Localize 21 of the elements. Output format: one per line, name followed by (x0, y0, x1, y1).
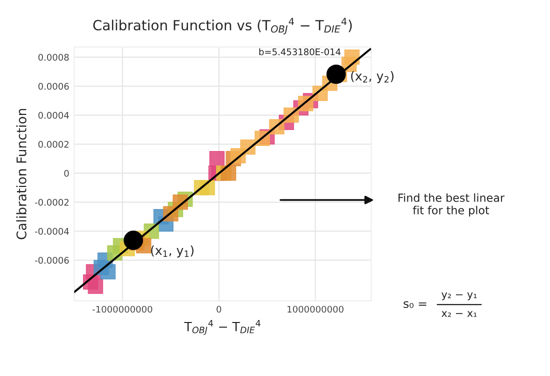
x-tick-label: 0 (216, 306, 222, 313)
y-axis-title: Calibration Function (16, 108, 26, 240)
text: x₂ − x₁ (442, 311, 477, 317)
text: s₀ = (404, 301, 426, 308)
y-tick-label: -0.0004 (34, 228, 69, 235)
text: y₂ − y₁ (442, 292, 477, 300)
chart-title: Calibration Function vs (T$_{OBJ}$$^{4}$ − T$_{DIE}$$^{4}$) (93, 18, 352, 34)
y-tick-label: 0.0002 (38, 140, 68, 148)
y-tick-label: -0.0006 (34, 256, 69, 264)
annotation: (x$_{1}$, y$_{1}$) (151, 245, 194, 258)
text: Find the best linear fit for the plot (398, 193, 505, 217)
x-tick-label: 1000000000 (288, 306, 344, 313)
y-tick-label: -0.0002 (34, 198, 68, 206)
y-tick-label: 0 (64, 170, 69, 177)
y-tick-label: 0.0008 (38, 54, 69, 61)
y-tick-label: 0.0006 (38, 82, 69, 90)
annotation: b=5.453180E-014 (259, 48, 341, 56)
annotation: (x$_{2}$, y$_{2}$) (351, 70, 394, 84)
y-tick-label: 0.0004 (38, 112, 69, 119)
x-axis-title: T$_{OBJ}$$^{4}$ − T$_{DIE}$$^{4}$ (184, 320, 260, 335)
x-tick-label: -1000000000 (92, 306, 152, 313)
